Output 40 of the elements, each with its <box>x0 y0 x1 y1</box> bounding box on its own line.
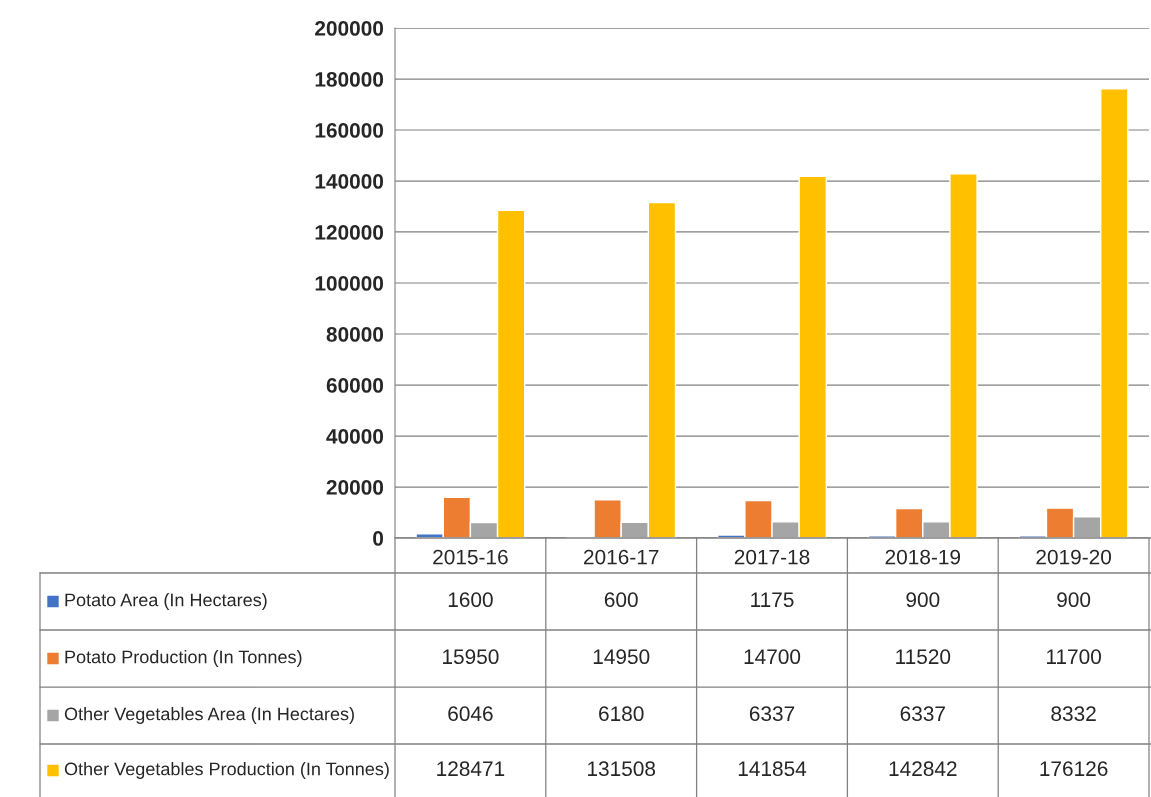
data-label: 900 <box>906 592 940 608</box>
data-label: 8332 <box>1051 706 1096 722</box>
legend-label: Potato Production (In Tonnes) <box>65 650 302 667</box>
data-label: 6046 <box>448 706 493 722</box>
data-label: 14950 <box>593 649 650 665</box>
y-tick-label: 100000 <box>315 276 384 291</box>
y-tick-label: 20000 <box>326 480 384 495</box>
y-tick-label: 140000 <box>315 174 384 189</box>
data-label: 1175 <box>751 592 794 608</box>
data-label: 141854 <box>738 761 807 777</box>
y-tick-label: 80000 <box>326 327 384 342</box>
data-label: 14700 <box>744 649 801 665</box>
data-label: 6337 <box>749 706 795 722</box>
y-tick-label: 60000 <box>326 378 384 393</box>
legend-label: Potato Area (In Hectares) <box>65 593 267 610</box>
data-label: 142842 <box>889 761 957 777</box>
legend-label: Other Vegetables Production (In Tonnes) <box>64 762 389 779</box>
data-label: 15950 <box>443 649 499 665</box>
data-label: 131508 <box>588 761 656 777</box>
y-tick-label: 200000 <box>315 21 384 36</box>
x-tick-label: 2018-19 <box>885 549 961 565</box>
y-tick-label: 120000 <box>315 225 384 240</box>
data-label: 176126 <box>1040 761 1108 777</box>
x-tick-label: 2015-16 <box>433 549 508 565</box>
y-tick-label: 0 <box>373 531 384 546</box>
data-label: 900 <box>1057 592 1091 608</box>
data-label: 128471 <box>437 761 505 777</box>
data-label: 600 <box>604 592 638 608</box>
data-label: 11700 <box>1046 649 1101 665</box>
x-tick-label: 2016-17 <box>584 549 659 565</box>
y-tick-label: 180000 <box>315 72 384 87</box>
legend-label: Other Vegetables Area (In Hectares) <box>64 707 354 724</box>
data-label: 6180 <box>599 706 644 722</box>
x-tick-label: 2019-20 <box>1036 549 1112 565</box>
data-label: 6337 <box>900 706 945 722</box>
data-label: 11520 <box>896 649 951 665</box>
data-label: 1600 <box>448 592 493 608</box>
y-tick-label: 40000 <box>326 429 384 444</box>
x-tick-label: 2017-18 <box>734 549 810 565</box>
y-tick-label: 160000 <box>315 123 384 138</box>
